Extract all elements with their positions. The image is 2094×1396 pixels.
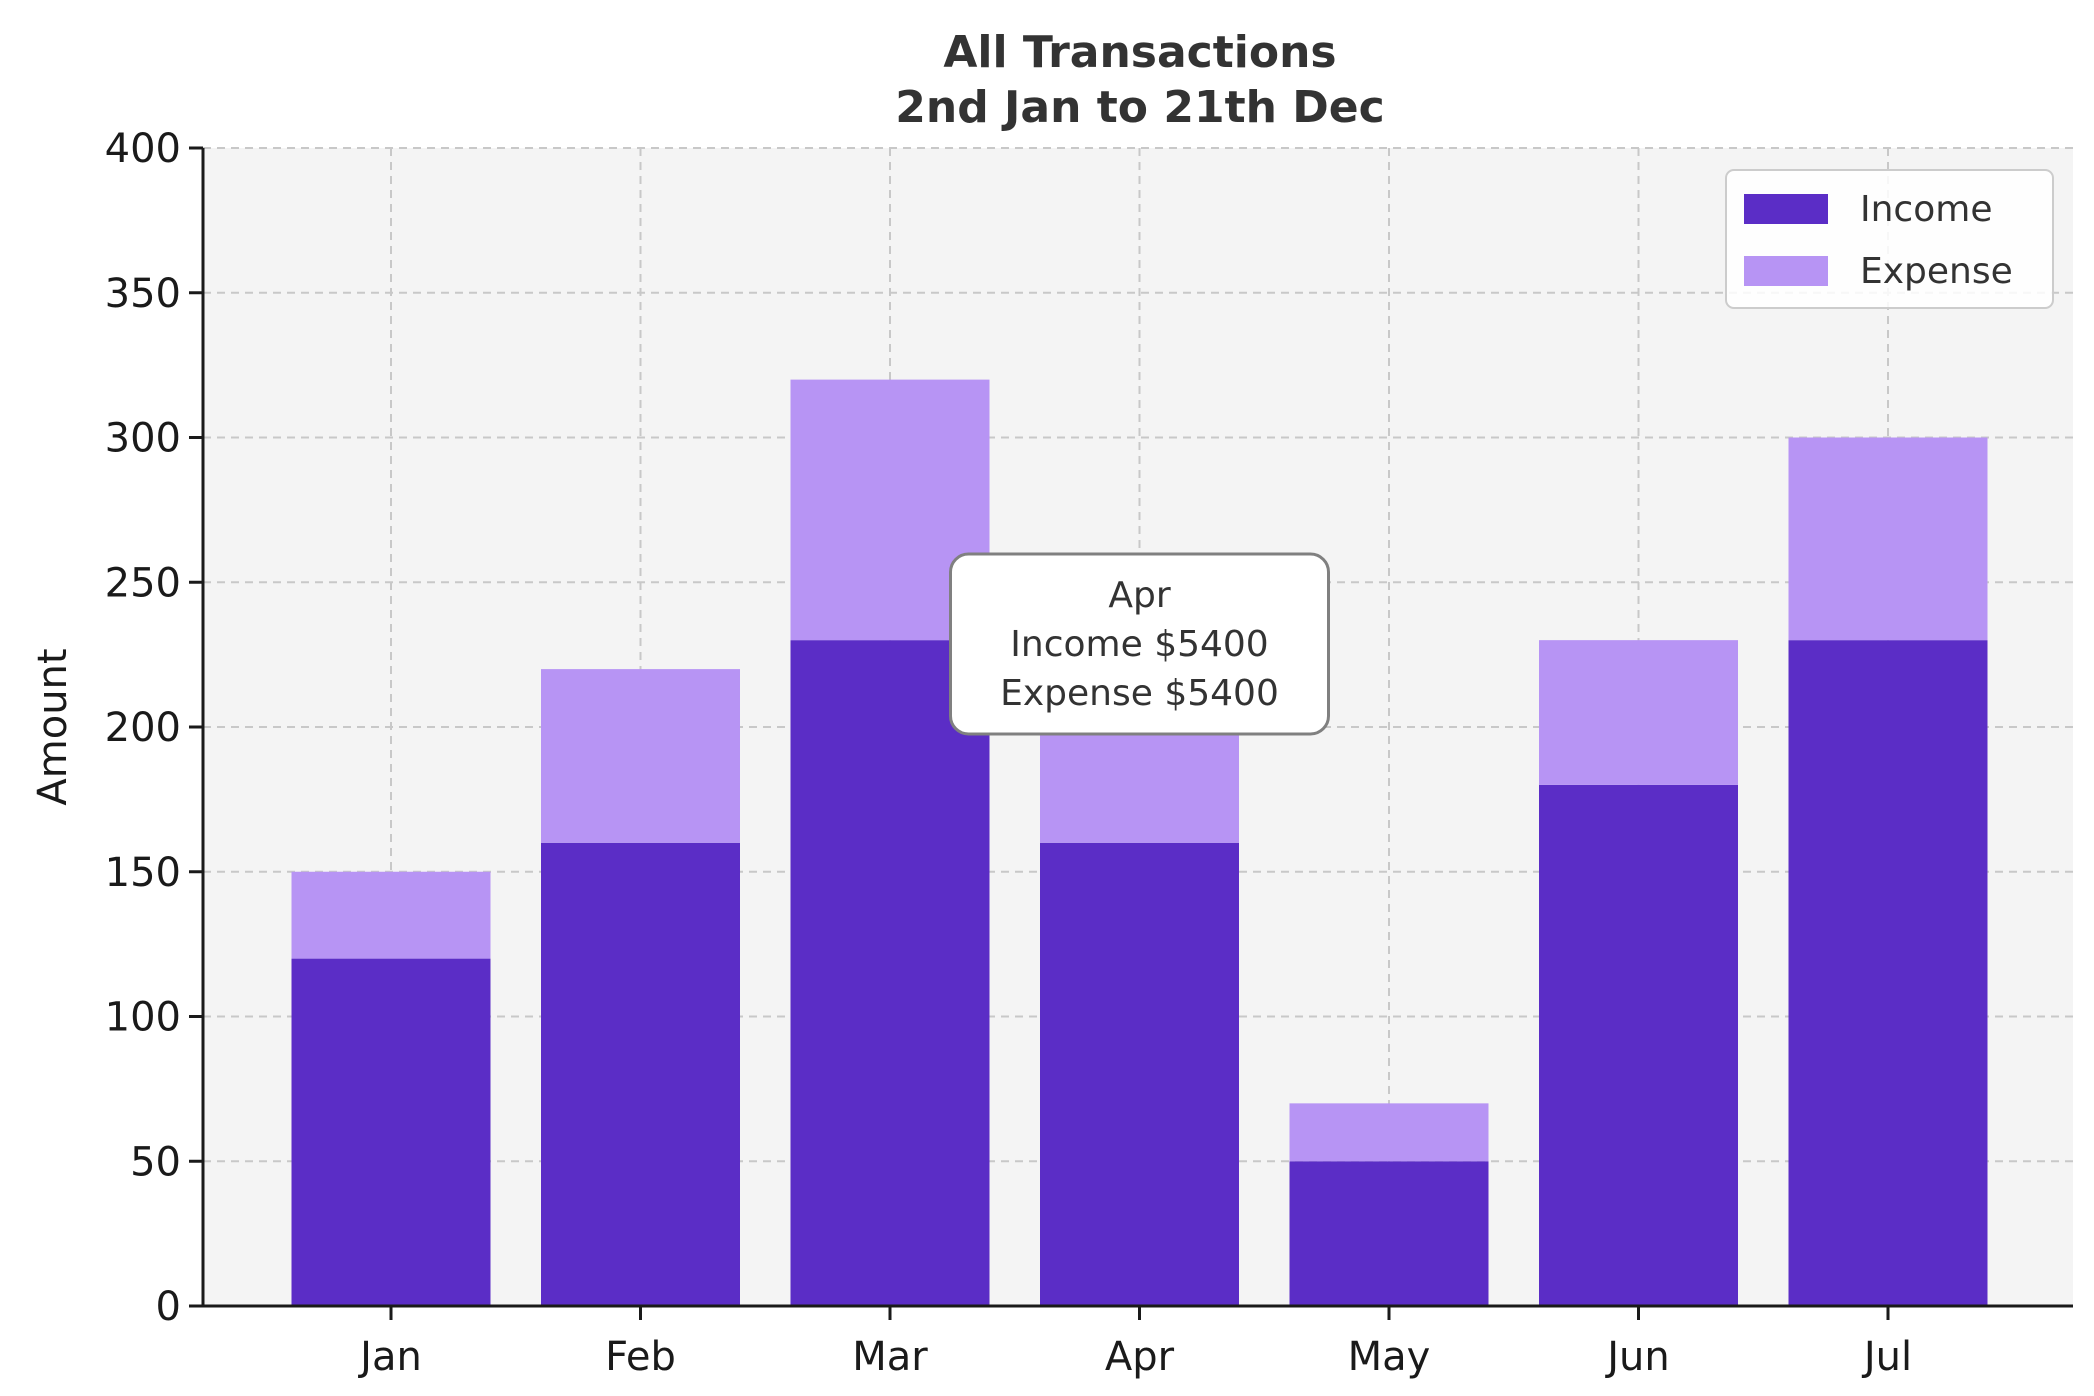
tooltip-line: Expense $5400 [1000, 673, 1279, 714]
tooltip-line: Apr [1108, 575, 1170, 616]
x-tick-label: Jun [1604, 1334, 1670, 1380]
bar-expense-may [1289, 1103, 1489, 1162]
legend-swatch-expense [1744, 256, 1828, 286]
legend-label-income: Income [1860, 189, 1992, 230]
chart-title: All Transactions [943, 27, 1336, 78]
bar-income-may [1289, 1161, 1489, 1306]
axes: 0 50 100 150 200 250 300 350 400 Jan Feb Mar Apr May J… [105, 126, 2073, 1380]
x-tick-label: Apr [1105, 1334, 1175, 1380]
bar-income-jan [291, 958, 491, 1306]
y-tick-label: 50 [130, 1139, 181, 1185]
x-tick-label: Jan [357, 1334, 422, 1380]
legend: Income Expense [1725, 169, 2054, 309]
y-tick-label: 350 [105, 271, 181, 317]
x-tick-label: Mar [852, 1334, 928, 1380]
y-tick-label: 300 [105, 416, 181, 462]
bar-income-jul [1788, 640, 1988, 1306]
bar-income-apr [1040, 842, 1239, 1306]
bar-income-jun [1539, 784, 1738, 1306]
chart-subtitle: 2nd Jan to 21th Dec [895, 82, 1384, 133]
y-tick-label: 250 [105, 560, 181, 606]
y-tick-label: 400 [105, 126, 181, 172]
bar-income-mar [790, 640, 990, 1306]
bar-expense-feb [541, 669, 740, 843]
legend-label-expense: Expense [1860, 251, 2013, 292]
y-tick-label: 0 [156, 1284, 181, 1330]
tooltip-box [949, 552, 1330, 736]
x-tick-label: May [1348, 1334, 1431, 1380]
chart-title-group: All Transactions 2nd Jan to 21th Dec [895, 27, 1384, 133]
y-tick-label: 200 [105, 705, 181, 751]
legend-swatch-income [1744, 194, 1828, 224]
y-tick-label: 100 [105, 995, 181, 1041]
bars [291, 379, 1988, 1306]
x-tick-label: Jul [1861, 1334, 1912, 1380]
tooltip-line: Income $5400 [1010, 624, 1268, 665]
bar-expense-jun [1539, 640, 1738, 785]
x-tick-label: Feb [605, 1334, 676, 1380]
tooltip: Apr Income $5400 Expense $5400 [949, 552, 1330, 736]
bar-expense-jan [291, 871, 491, 959]
bar-expense-apr [1040, 727, 1239, 843]
y-tick-label: 150 [105, 850, 181, 896]
bar-expense-jul [1788, 437, 1988, 641]
y-axis-label: Amount [30, 648, 76, 805]
bar-income-feb [541, 842, 740, 1306]
